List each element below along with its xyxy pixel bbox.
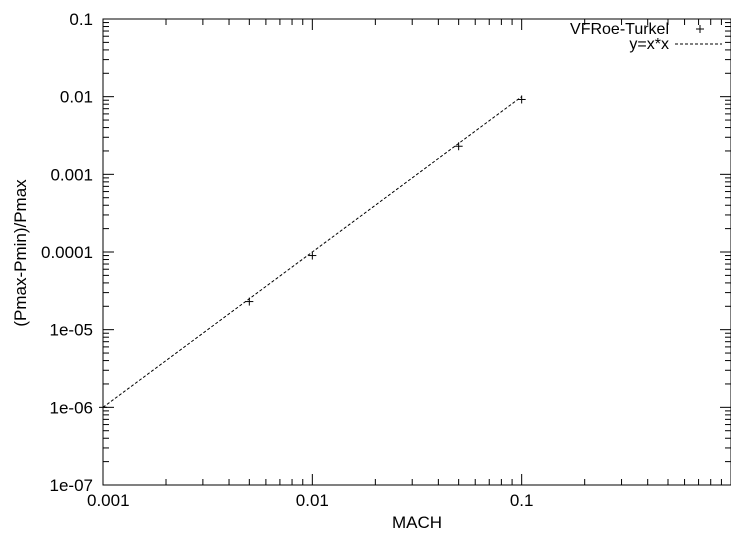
plot-frame <box>102 18 731 486</box>
y-tick-label: 0.01 <box>60 88 93 107</box>
y-tick-label: 0.1 <box>69 10 93 29</box>
series-line <box>102 96 522 408</box>
x-tick-label: 0.1 <box>510 491 534 510</box>
y-tick-label: 1e-06 <box>50 398 93 417</box>
y-tick-label: 0.001 <box>50 165 93 184</box>
x-tick-label: 0.01 <box>296 491 329 510</box>
y-tick-label: 1e-05 <box>50 321 93 340</box>
series-layer <box>99 95 526 412</box>
x-axis-label: MACH <box>392 513 442 532</box>
x-axis-ticks: 0.001 0.01 0.1 <box>87 19 722 510</box>
legend-marker-sample <box>696 25 704 33</box>
y-tick-label: 0.0001 <box>41 243 93 262</box>
data-point <box>308 251 317 260</box>
y-axis-label: (Pmax-Pmin)/Pmax <box>11 179 30 327</box>
legend-label: y=x*x <box>629 36 669 53</box>
x-tick-label: 0.001 <box>87 491 130 510</box>
y-axis-ticks: 1e-07 1e-06 1e-05 0.0001 0.001 0.01 0.1 <box>41 10 731 495</box>
legend-label: VFRoe-Turkel <box>570 21 669 38</box>
y-tick-label: 1e-07 <box>50 476 93 495</box>
